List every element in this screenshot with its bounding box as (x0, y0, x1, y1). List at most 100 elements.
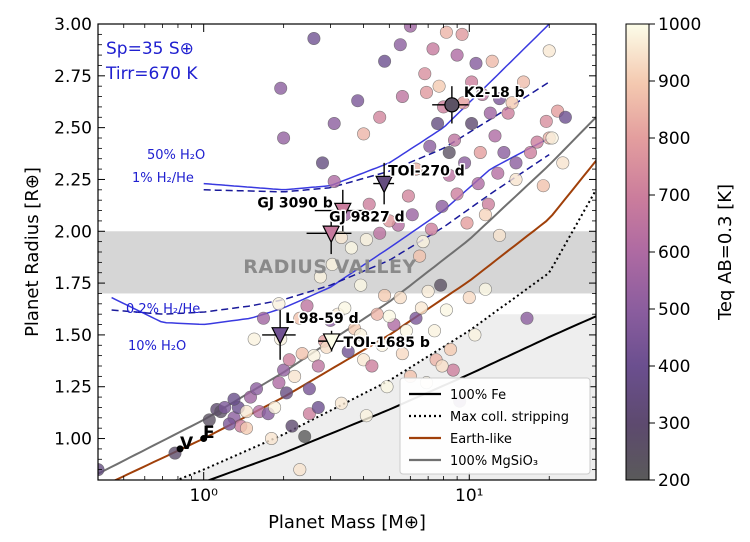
planet-point (419, 85, 433, 99)
planet-point (293, 311, 307, 325)
planet-point (414, 301, 428, 315)
planet-point (530, 135, 544, 149)
venus-label: V (180, 434, 194, 454)
y-tick-label: 2.50 (54, 119, 92, 139)
planet-point (478, 282, 492, 296)
planet-point (443, 342, 457, 356)
tirr-label: Tirr=670 K (105, 64, 198, 84)
planet-point (409, 311, 423, 325)
planet-point (354, 278, 368, 292)
planet-point (268, 400, 282, 414)
planet-point (455, 27, 469, 41)
planet-point (395, 90, 409, 104)
planet-point (542, 44, 556, 58)
colorbar-tick-label: 400 (658, 357, 690, 377)
planet-point (418, 67, 432, 81)
planet-point (458, 156, 472, 170)
model-curve-0 (206, 315, 596, 480)
planet-point (432, 79, 446, 93)
planet-point (434, 278, 448, 292)
radius-valley-band (98, 231, 596, 294)
planet-point (471, 177, 485, 191)
planet-point (370, 307, 384, 321)
colorbar-tick-label: 300 (658, 414, 690, 434)
planet-point (341, 344, 355, 358)
planet-point (427, 324, 441, 338)
planet-label: GJ 3090 b (257, 196, 332, 212)
planet-point (442, 146, 456, 160)
planet-point (545, 131, 559, 145)
planet-point (536, 179, 550, 193)
x-tick-label: 10⁰ (189, 486, 218, 506)
planet-point (450, 48, 464, 62)
planet-point (272, 376, 286, 390)
h2o50-label: 50% H₂O (147, 148, 205, 163)
planet-point (399, 324, 413, 338)
planet-point (311, 400, 325, 414)
planet-point (315, 156, 329, 170)
model-curve-1 (174, 189, 596, 480)
planet-point (298, 429, 312, 443)
planet-point (435, 359, 449, 373)
planet-point (357, 127, 371, 141)
planet-point (465, 75, 479, 89)
planet-point (465, 117, 479, 131)
planet-point (378, 288, 392, 302)
planet-point (327, 175, 341, 189)
planet-point (354, 328, 368, 342)
h2o10-label: 10% H₂O (128, 339, 186, 354)
planet-point (409, 162, 423, 176)
planet-point (378, 54, 392, 68)
h2he1-label: 1% H₂/He (132, 171, 194, 186)
planet-point (473, 146, 487, 160)
colorbar-tick-label: 500 (658, 300, 690, 320)
planet-point (421, 284, 435, 298)
sp-label: Sp=35 S⊕ (106, 39, 194, 59)
planet-point (446, 363, 460, 377)
planet-point (334, 231, 348, 245)
planet-point (492, 228, 506, 242)
planet-point (509, 156, 523, 170)
planet-point (395, 347, 409, 361)
planet-label: K2-18 b (464, 85, 525, 101)
planet-point (382, 214, 396, 228)
h2he02-label: 0.2% H₂/He (126, 302, 200, 317)
solar-system-marker (176, 445, 184, 453)
planet-point (365, 359, 379, 373)
planet-point (509, 173, 523, 187)
model-curve-4 (203, 24, 550, 191)
planet-point (282, 353, 296, 367)
colorbar-title: Teq AB=0.3 [K] (715, 184, 736, 321)
planet-labels: K2-18 b TOI-270 d GJ 3090 bGJ 9827 d L 98-5… (256, 83, 526, 352)
planet-point (256, 311, 270, 325)
planet-point (240, 421, 254, 435)
valley-label: RADIUS VALLEY (243, 256, 416, 278)
x-axis-title: Planet Mass [M⊕] (268, 512, 426, 533)
planet-point (426, 42, 440, 56)
planet-point (338, 301, 352, 315)
planet-point (401, 189, 415, 203)
planet-point (302, 382, 316, 396)
planet-point (302, 407, 316, 421)
planet-point (462, 291, 476, 305)
planet-point (277, 131, 291, 145)
planet-point (334, 396, 348, 410)
colorbar-tick-label: 700 (658, 186, 690, 206)
legend: 100% Fe Max coll. stripping Earth-like 100%… (399, 377, 591, 475)
planet-point (393, 38, 407, 52)
colorbar-tick-label: 900 (658, 72, 690, 92)
planet-point (488, 129, 502, 143)
legend-entry-label: 100% MgSiO₃ (450, 454, 538, 469)
planet-point (380, 380, 394, 394)
background-planets (98, 24, 572, 477)
planet-point (450, 187, 464, 201)
planet-point (277, 363, 291, 377)
planet-point (359, 233, 373, 247)
planet-point (393, 291, 407, 305)
planet-point (539, 114, 553, 128)
planet-point (447, 133, 461, 147)
planet-point (295, 347, 309, 361)
planet-marker (375, 175, 394, 194)
planet-point (288, 369, 302, 383)
model-curve-3 (98, 116, 596, 475)
